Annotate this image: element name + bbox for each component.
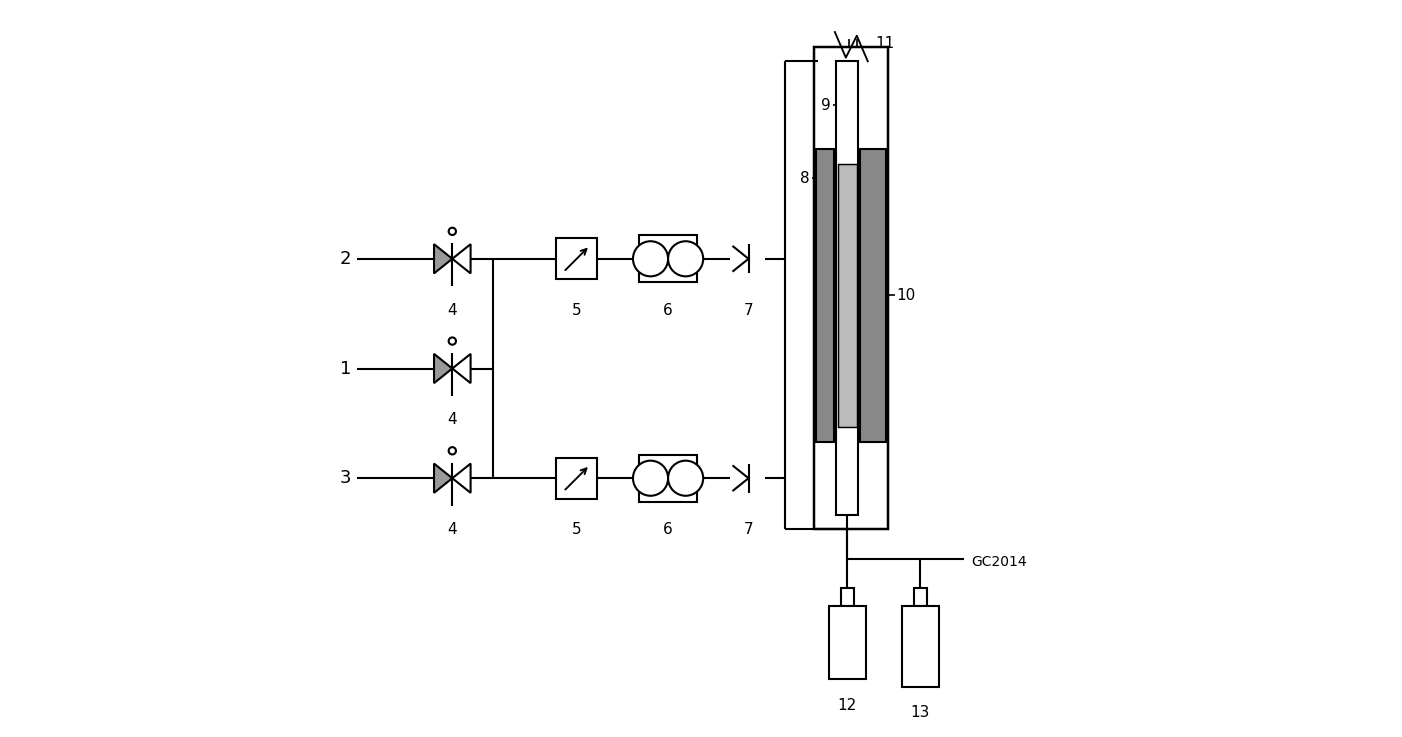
Bar (861, 149, 886, 441)
Bar (914, 588, 927, 607)
Text: 6: 6 (663, 522, 673, 537)
Text: 3: 3 (339, 469, 352, 487)
Text: 8: 8 (801, 171, 810, 186)
Text: 7: 7 (743, 303, 753, 318)
Bar (815, 46, 887, 529)
Circle shape (449, 338, 456, 345)
Text: 12: 12 (837, 698, 857, 713)
Bar (829, 607, 865, 680)
Bar (639, 235, 697, 282)
Text: 4: 4 (447, 303, 457, 318)
Circle shape (669, 241, 704, 276)
Bar (557, 238, 597, 279)
Text: 7: 7 (743, 522, 753, 537)
Polygon shape (453, 244, 471, 273)
Text: 5: 5 (572, 522, 582, 537)
Circle shape (669, 461, 704, 496)
Bar (816, 149, 834, 441)
Polygon shape (435, 464, 453, 493)
Polygon shape (435, 244, 453, 273)
Circle shape (632, 241, 669, 276)
Text: 4: 4 (447, 413, 457, 427)
Text: 2: 2 (339, 250, 352, 268)
Text: 4: 4 (447, 522, 457, 537)
Text: 6: 6 (663, 303, 673, 318)
Polygon shape (453, 354, 471, 383)
Text: 11: 11 (875, 35, 894, 51)
Text: 10: 10 (896, 288, 916, 303)
Bar (838, 164, 857, 427)
Text: 1: 1 (341, 360, 352, 377)
Text: 9: 9 (820, 98, 830, 113)
Bar (557, 458, 597, 499)
Bar (901, 607, 939, 687)
Bar (841, 588, 854, 607)
Text: 13: 13 (911, 705, 930, 720)
Polygon shape (453, 464, 471, 493)
Text: 5: 5 (572, 303, 582, 318)
Circle shape (632, 461, 669, 496)
Bar (639, 455, 697, 502)
Text: GC2014: GC2014 (972, 556, 1028, 570)
Bar (837, 61, 858, 514)
Circle shape (449, 228, 456, 235)
Polygon shape (435, 354, 453, 383)
Circle shape (449, 447, 456, 455)
